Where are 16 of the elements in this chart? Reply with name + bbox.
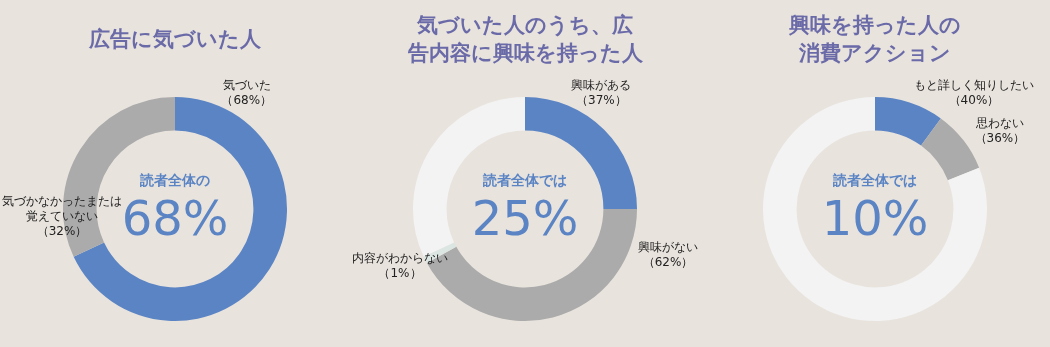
text: 10% <box>821 190 929 247</box>
text: 読者全体では <box>482 171 567 188</box>
slice-label: 興味がない（62%） <box>638 240 698 270</box>
text: 読者全体では <box>832 171 917 188</box>
chart-title: 広告に気づいた人 <box>89 26 261 53</box>
slice-label: 内容がわからない（1%） <box>352 250 448 280</box>
text: 68% <box>121 190 229 247</box>
chart-title: 興味を持った人の消費アクション <box>788 12 962 67</box>
text: 25% <box>471 190 579 247</box>
slice-label: 興味がある（37%） <box>571 78 632 108</box>
text: 読者全体の <box>139 171 210 188</box>
slice-label: 気づいた（68%） <box>221 78 273 108</box>
chart-title: 気づいた人のうち、広告内容に興味を持った人 <box>406 12 644 67</box>
slice-label: 思わない（36%） <box>974 116 1026 146</box>
slice-label: 気づかなかったまたは覚えていない（32%） <box>2 194 122 239</box>
slice-label: もと詳しく知りしたい（40%） <box>913 78 1034 108</box>
